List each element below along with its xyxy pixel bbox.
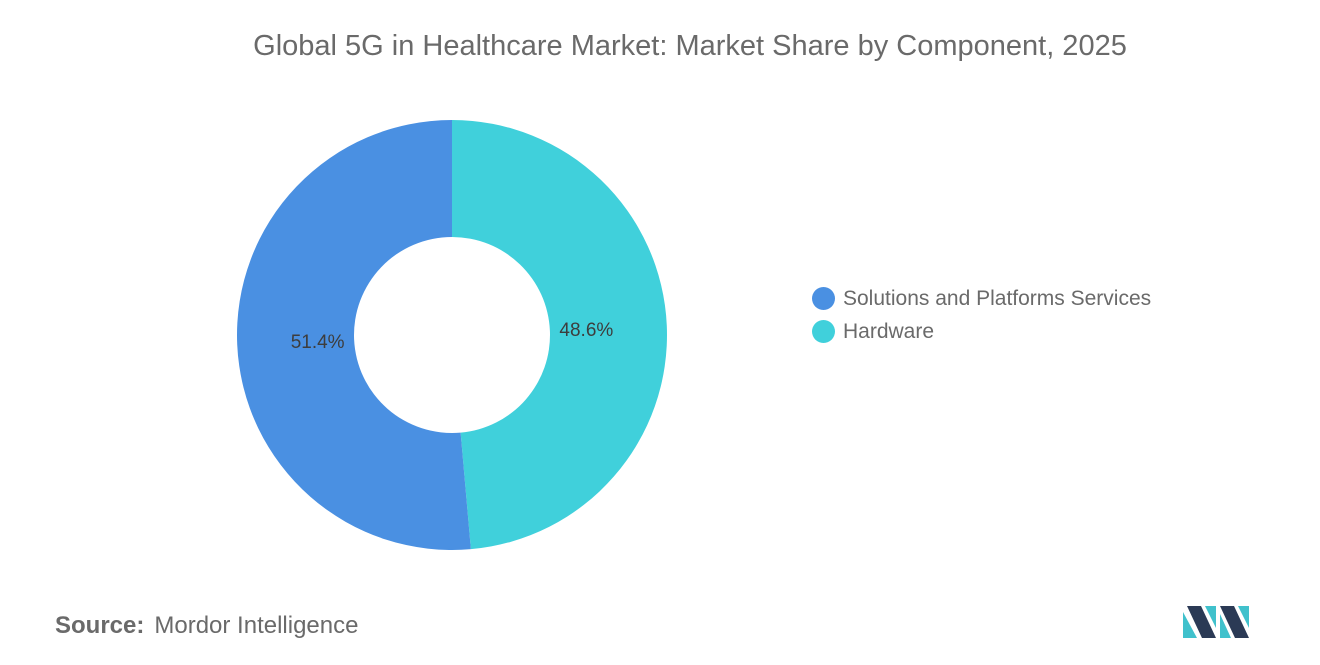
mordor-intelligence-logo-icon bbox=[1183, 606, 1249, 638]
donut-data-labels: 48.6% 51.4% bbox=[291, 320, 614, 353]
legend-label: Hardware bbox=[843, 319, 935, 343]
legend-swatch bbox=[812, 287, 835, 310]
donut-slice-hardware bbox=[452, 120, 668, 550]
legend-item: Solutions and Platforms Services bbox=[812, 282, 1151, 315]
source-note: Source: Mordor Intelligence bbox=[55, 612, 358, 640]
data-label-hardware: 48.6% bbox=[559, 320, 613, 341]
source-name: Mordor Intelligence bbox=[154, 612, 359, 639]
chart-legend: Solutions and Platforms Services Hardware bbox=[812, 282, 1151, 348]
chart-title: Global 5G in Healthcare Market: Market S… bbox=[253, 30, 1127, 62]
source-label: Source: bbox=[55, 612, 145, 639]
legend-swatch bbox=[812, 320, 835, 343]
legend-item: Hardware bbox=[812, 315, 1151, 348]
legend-label: Solutions and Platforms Services bbox=[843, 286, 1152, 310]
donut-slice-solutions-and-platforms-services bbox=[237, 120, 471, 550]
donut-slices bbox=[237, 120, 668, 550]
data-label-solutions-and-platforms-services: 51.4% bbox=[291, 332, 345, 353]
